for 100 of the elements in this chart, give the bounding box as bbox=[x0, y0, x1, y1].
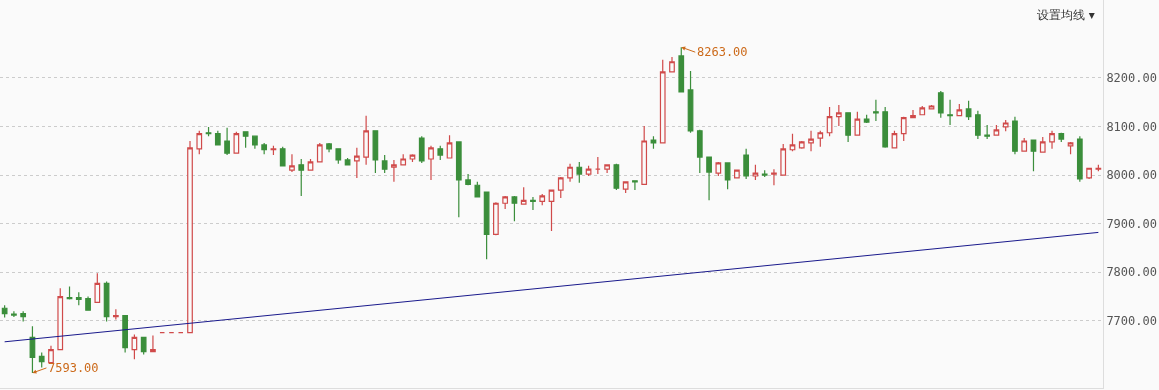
candlestick bbox=[789, 133, 796, 152]
candlestick bbox=[900, 116, 907, 142]
candlestick bbox=[298, 158, 305, 197]
candlestick bbox=[326, 142, 332, 153]
candlestick bbox=[622, 181, 629, 194]
candlestick bbox=[391, 159, 397, 183]
candlestick bbox=[112, 308, 119, 321]
y-tick-label: 8100.00 bbox=[1106, 119, 1157, 134]
candlestick bbox=[1058, 132, 1065, 143]
candlestick bbox=[122, 314, 128, 354]
candlestick bbox=[455, 141, 462, 218]
annotation: 设置均线 ▾ bbox=[1037, 8, 1095, 22]
annotation: 8263.00 bbox=[697, 45, 748, 59]
candlestick bbox=[233, 131, 240, 154]
candlestick bbox=[854, 111, 861, 136]
candlestick bbox=[1039, 136, 1046, 153]
candlestick bbox=[1086, 167, 1092, 180]
candlestick bbox=[214, 130, 221, 146]
candlestick bbox=[1076, 135, 1083, 183]
candlestick bbox=[919, 105, 926, 116]
candlestick bbox=[965, 100, 972, 121]
candlestick bbox=[446, 134, 453, 159]
annotation: 7593.00 bbox=[48, 361, 99, 375]
candlestick bbox=[1030, 139, 1037, 172]
candlestick bbox=[344, 157, 351, 166]
candlestick bbox=[474, 181, 481, 198]
candlestick bbox=[224, 127, 230, 156]
candlestick bbox=[780, 143, 787, 176]
candlestick bbox=[1095, 164, 1102, 172]
candlestick bbox=[103, 280, 110, 322]
candlestick bbox=[437, 145, 444, 161]
candlestick bbox=[150, 334, 156, 353]
candlestick bbox=[279, 146, 286, 167]
candlestick bbox=[910, 109, 916, 119]
candlestick bbox=[242, 131, 249, 149]
candlestick bbox=[594, 156, 601, 175]
candlestick bbox=[835, 104, 842, 127]
candlestick bbox=[567, 163, 573, 183]
candlestick bbox=[1002, 119, 1009, 132]
candlestick bbox=[11, 310, 17, 318]
candlestick bbox=[520, 186, 527, 205]
candlestick bbox=[771, 168, 777, 186]
candlestick bbox=[289, 153, 295, 173]
candlestick bbox=[669, 56, 675, 73]
candlestick bbox=[548, 189, 555, 232]
candlestick bbox=[140, 336, 147, 356]
candlestick bbox=[632, 180, 638, 191]
candlestick bbox=[20, 310, 27, 322]
candlestick bbox=[947, 99, 953, 126]
candlestick bbox=[993, 124, 1000, 136]
candlestick bbox=[85, 295, 91, 311]
candlestick bbox=[743, 148, 750, 180]
candlestick bbox=[353, 147, 360, 179]
candlestick bbox=[307, 158, 314, 171]
candlestick bbox=[428, 145, 434, 181]
candlestick bbox=[984, 124, 991, 140]
candlestick bbox=[465, 173, 471, 186]
candlestick bbox=[1067, 141, 1074, 155]
candlestick bbox=[845, 112, 851, 143]
candlestick bbox=[66, 285, 73, 301]
candlestick bbox=[511, 195, 518, 222]
candlestick bbox=[75, 291, 82, 306]
candlestick bbox=[57, 287, 64, 351]
candlestick bbox=[975, 110, 981, 140]
candlestick bbox=[363, 115, 369, 166]
candlestick bbox=[826, 106, 833, 137]
candlestick bbox=[1021, 137, 1028, 152]
candlestick bbox=[316, 142, 323, 163]
candlestick bbox=[659, 59, 666, 144]
candlestick bbox=[502, 195, 509, 210]
candlestick bbox=[1012, 116, 1018, 155]
candlestick bbox=[493, 201, 499, 236]
y-tick-label: 7800.00 bbox=[1106, 265, 1157, 280]
candlestick bbox=[752, 164, 759, 181]
candlestick bbox=[1, 304, 8, 319]
candlestick bbox=[641, 125, 648, 185]
candlestick bbox=[706, 156, 712, 201]
candlestick bbox=[483, 191, 490, 260]
candlestick bbox=[252, 135, 258, 150]
candlestick bbox=[863, 114, 870, 124]
candlestick bbox=[696, 129, 703, 174]
candlestick bbox=[381, 154, 388, 174]
candlestick bbox=[937, 90, 944, 119]
candlestick bbox=[94, 272, 101, 304]
candlestick bbox=[557, 176, 564, 199]
candlestick bbox=[261, 142, 268, 155]
candlestick bbox=[724, 162, 731, 190]
candlestick bbox=[38, 351, 45, 369]
candlestick bbox=[873, 99, 879, 122]
candlestick bbox=[817, 130, 824, 148]
y-tick-label: 7900.00 bbox=[1106, 216, 1157, 231]
candlestick bbox=[196, 130, 203, 155]
candlestick bbox=[798, 140, 805, 150]
candlestick bbox=[585, 165, 592, 177]
candlestick bbox=[530, 196, 536, 211]
candlestick bbox=[928, 104, 935, 110]
candlestick bbox=[1049, 130, 1055, 150]
candlestick bbox=[734, 169, 740, 179]
candlestick bbox=[613, 163, 620, 191]
y-tick-label: 7700.00 bbox=[1106, 314, 1157, 329]
